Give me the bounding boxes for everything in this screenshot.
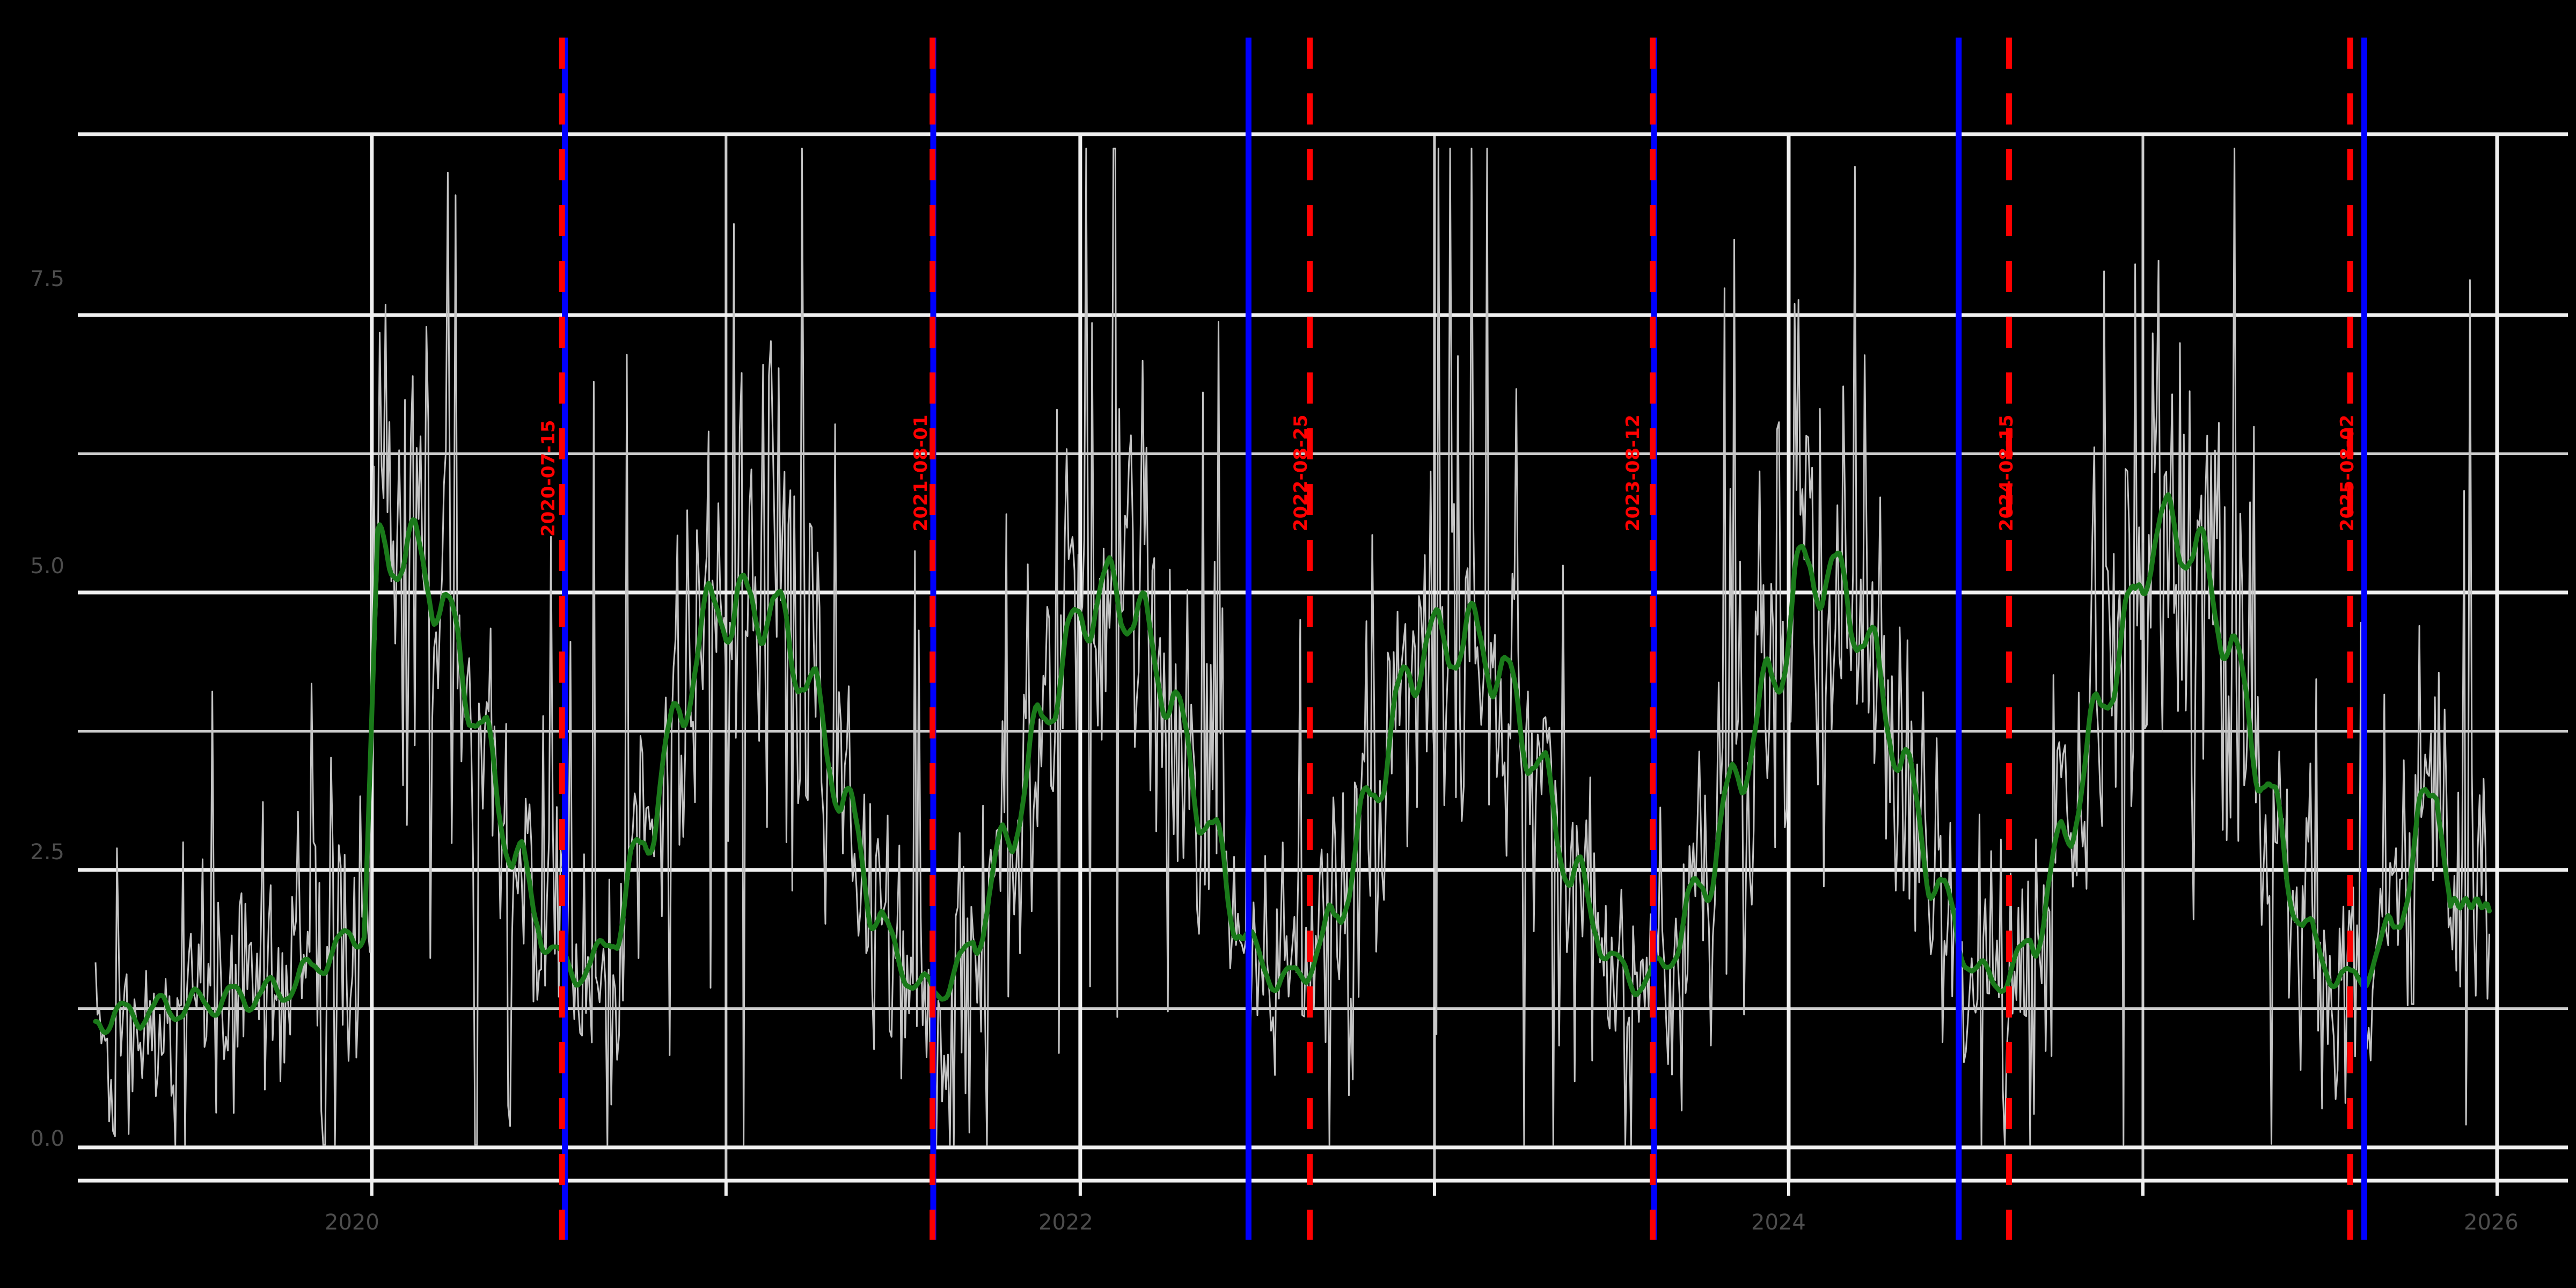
vline-label-6: 2025-08-02: [2337, 414, 2358, 531]
series-layer: [93, 148, 2492, 1146]
x-tick-label-2020: 2020: [325, 1210, 379, 1235]
vline-layer: [559, 38, 2367, 1240]
series-raw: [94, 148, 2491, 1146]
vline-label-4: 2023-08-12: [1622, 414, 1644, 531]
y-tick-label-7_5: 7.5: [30, 267, 64, 291]
vline-label-5: 2024-08-15: [1996, 414, 2017, 531]
x-tick-label-2022: 2022: [1038, 1210, 1093, 1235]
y-tick-label-2_5: 2.5: [30, 840, 64, 865]
vline-label-1: 2020-07-15: [538, 420, 559, 537]
vline-label-2: 2021-08-01: [910, 414, 932, 531]
y-tick-label-5_0: 5.0: [30, 554, 64, 579]
x-tick-label-2024: 2024: [1751, 1210, 1806, 1235]
series-smoothed: [93, 492, 2492, 1035]
y-tick-label-0_0: 0.0: [30, 1126, 64, 1151]
x-tick-label-2026: 2026: [2464, 1210, 2519, 1235]
vline-label-3: 2022-08-25: [1290, 414, 1312, 531]
